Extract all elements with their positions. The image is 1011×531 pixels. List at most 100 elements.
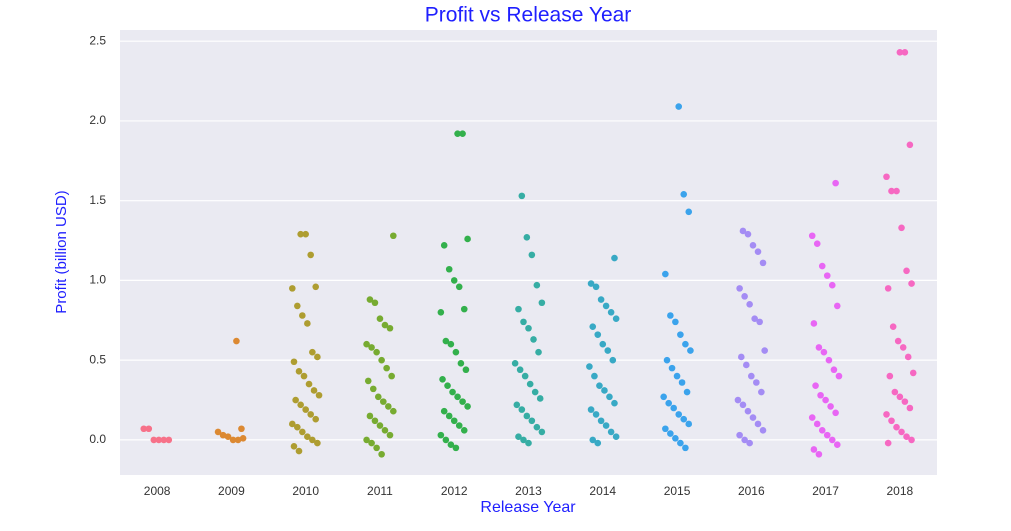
point: [315, 391, 323, 399]
point: [673, 372, 681, 380]
point: [835, 372, 843, 380]
point: [612, 315, 620, 322]
y-tick-label: 0.5: [89, 352, 106, 366]
point: [460, 305, 468, 313]
point: [612, 433, 620, 441]
point: [662, 270, 669, 278]
point: [515, 433, 522, 441]
point: [523, 234, 531, 241]
point: [140, 425, 148, 433]
point: [808, 414, 816, 421]
point: [683, 388, 691, 396]
point: [670, 404, 678, 412]
point: [444, 382, 451, 389]
point: [810, 446, 818, 453]
point: [363, 436, 370, 444]
point: [888, 417, 895, 425]
x-tick-label: 2012: [441, 484, 468, 498]
point: [381, 321, 389, 329]
point: [602, 302, 610, 310]
point: [452, 444, 460, 452]
point: [440, 242, 448, 249]
point: [756, 318, 763, 326]
plot-area: [120, 30, 937, 475]
point: [523, 412, 531, 420]
point: [373, 444, 380, 452]
point: [678, 379, 686, 386]
point: [904, 353, 912, 361]
point: [749, 242, 757, 249]
point: [440, 407, 448, 415]
point: [455, 422, 463, 429]
point: [815, 450, 823, 458]
point: [832, 179, 839, 187]
point: [145, 425, 153, 433]
point: [150, 436, 158, 444]
point: [442, 337, 450, 345]
point: [295, 368, 303, 375]
point: [388, 372, 395, 380]
point: [526, 380, 534, 388]
point: [224, 433, 232, 441]
point: [386, 324, 394, 332]
point: [452, 348, 460, 356]
point: [753, 379, 760, 386]
point: [533, 281, 541, 289]
point: [538, 428, 546, 436]
point: [531, 388, 539, 396]
point: [833, 302, 841, 310]
point: [825, 356, 833, 364]
point: [307, 411, 314, 418]
point: [460, 427, 468, 434]
point: [371, 299, 379, 307]
point: [901, 49, 909, 56]
point: [381, 427, 389, 434]
point: [518, 192, 526, 200]
point: [515, 305, 522, 313]
point: [292, 396, 299, 404]
point: [739, 401, 747, 409]
point: [373, 348, 380, 356]
x-tick-label: 2010: [292, 484, 319, 498]
x-tick-label: 2011: [367, 484, 393, 498]
point: [680, 415, 688, 423]
point: [376, 422, 384, 429]
point: [587, 406, 595, 413]
point: [888, 187, 895, 195]
point: [660, 393, 667, 401]
point: [908, 280, 915, 287]
point: [812, 382, 819, 389]
point: [607, 428, 615, 436]
point: [672, 435, 679, 442]
point: [455, 283, 463, 291]
point: [741, 436, 748, 444]
point: [454, 130, 461, 137]
point: [368, 344, 375, 351]
point: [369, 385, 377, 393]
point: [680, 190, 688, 198]
point: [739, 227, 747, 235]
x-tick-label: 2015: [664, 484, 691, 498]
point: [597, 417, 605, 425]
point: [513, 401, 521, 409]
point: [813, 420, 821, 428]
point: [827, 403, 834, 410]
point: [665, 399, 672, 407]
point: [364, 377, 372, 385]
point: [894, 337, 902, 345]
point: [591, 372, 598, 380]
x-tick-label: 2017: [812, 484, 839, 498]
point: [464, 403, 471, 410]
point: [663, 356, 671, 364]
point: [307, 251, 314, 259]
point: [304, 433, 311, 441]
point: [754, 420, 762, 428]
point: [889, 323, 897, 330]
point: [606, 393, 613, 401]
x-axis-label: Release Year: [480, 499, 576, 516]
point: [893, 423, 900, 431]
point: [386, 431, 394, 439]
point: [746, 439, 753, 447]
x-tick-label: 2016: [738, 484, 765, 498]
point: [883, 411, 890, 418]
